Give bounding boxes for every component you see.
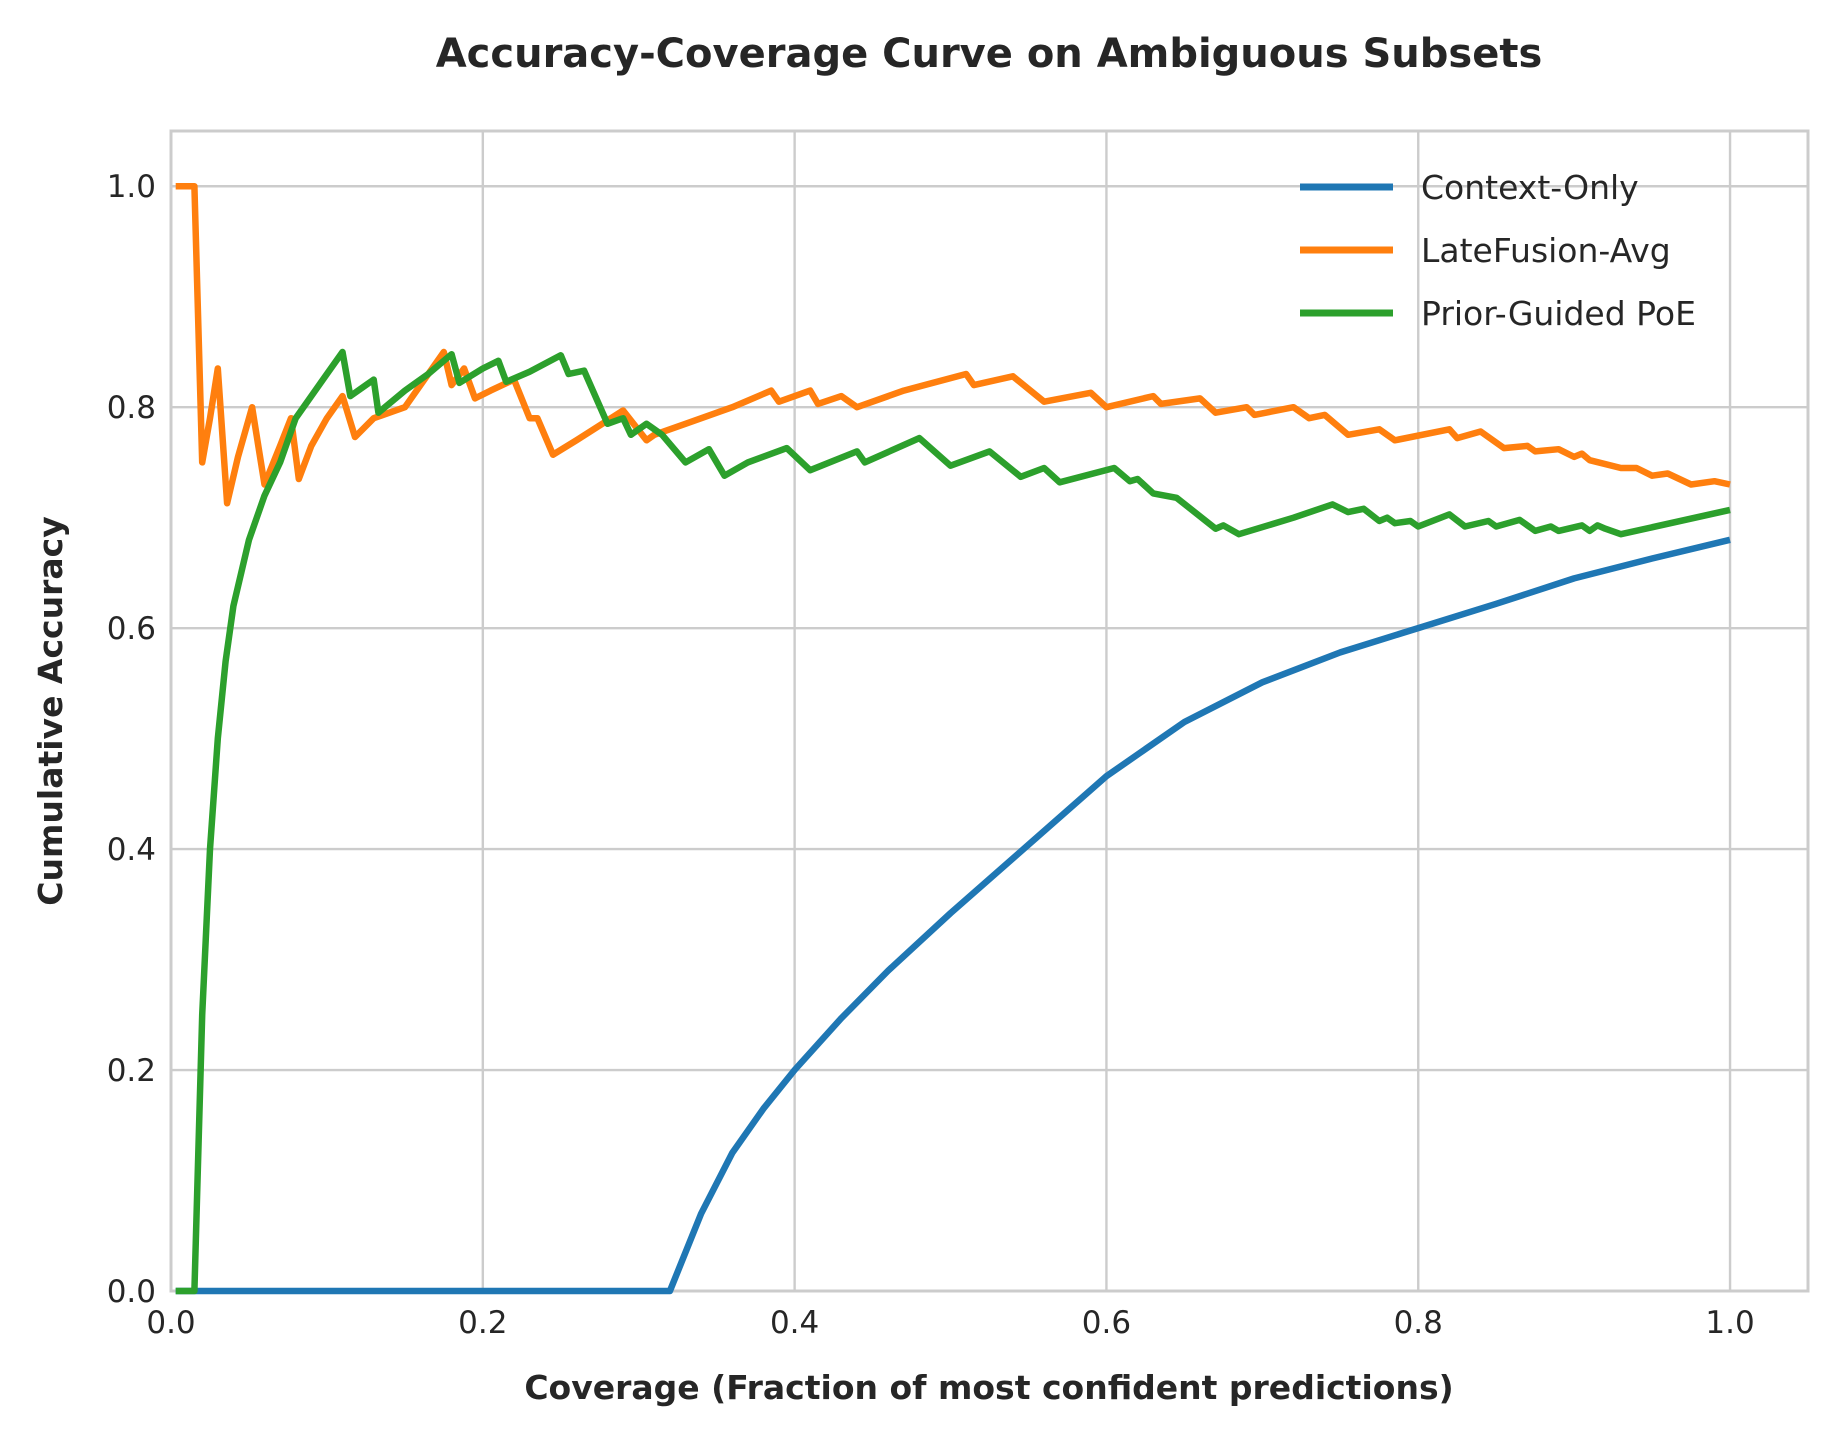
x-tick-label: 0.8 — [1394, 1305, 1443, 1341]
legend-label-prior-guided-poe: Prior-Guided PoE — [1421, 294, 1696, 333]
x-axis-label: Coverage (Fraction of most confident pre… — [524, 1368, 1453, 1407]
y-axis-label: Cumulative Accuracy — [31, 516, 70, 905]
plot-frame — [169, 129, 1810, 1293]
series-line-latefusion-avg — [175, 182, 1731, 507]
y-tick-label: 0.8 — [107, 390, 156, 426]
y-tick-label: 0.0 — [107, 1274, 156, 1310]
legend: Context-Only LateFusion-Avg Prior-Guided P… — [1300, 168, 1696, 333]
series-line-context-only — [175, 536, 1731, 1295]
y-tick-label: 0.6 — [107, 611, 156, 647]
legend-label-context-only: Context-Only — [1421, 168, 1639, 207]
series-line-prior-guided-poe — [175, 348, 1731, 1295]
x-tick-labels: 0.0 0.2 0.4 0.6 0.8 1.0 — [146, 1305, 1754, 1341]
y-tick-label: 0.4 — [107, 832, 156, 868]
series-lines — [175, 182, 1731, 1295]
x-tick-label: 0.4 — [770, 1305, 819, 1341]
legend-label-latefusion-avg: LateFusion-Avg — [1421, 231, 1671, 270]
x-tick-label: 0.6 — [1082, 1305, 1131, 1341]
y-tick-label: 0.2 — [107, 1053, 156, 1089]
y-tick-labels: 0.0 0.2 0.4 0.6 0.8 1.0 — [107, 169, 156, 1310]
x-tick-label: 0.0 — [146, 1305, 195, 1341]
chart-title: Accuracy-Coverage Curve on Ambiguous Sub… — [436, 31, 1543, 77]
x-tick-label: 0.2 — [458, 1305, 507, 1341]
x-tick-label: 1.0 — [1705, 1305, 1754, 1341]
y-tick-label: 1.0 — [107, 169, 156, 205]
